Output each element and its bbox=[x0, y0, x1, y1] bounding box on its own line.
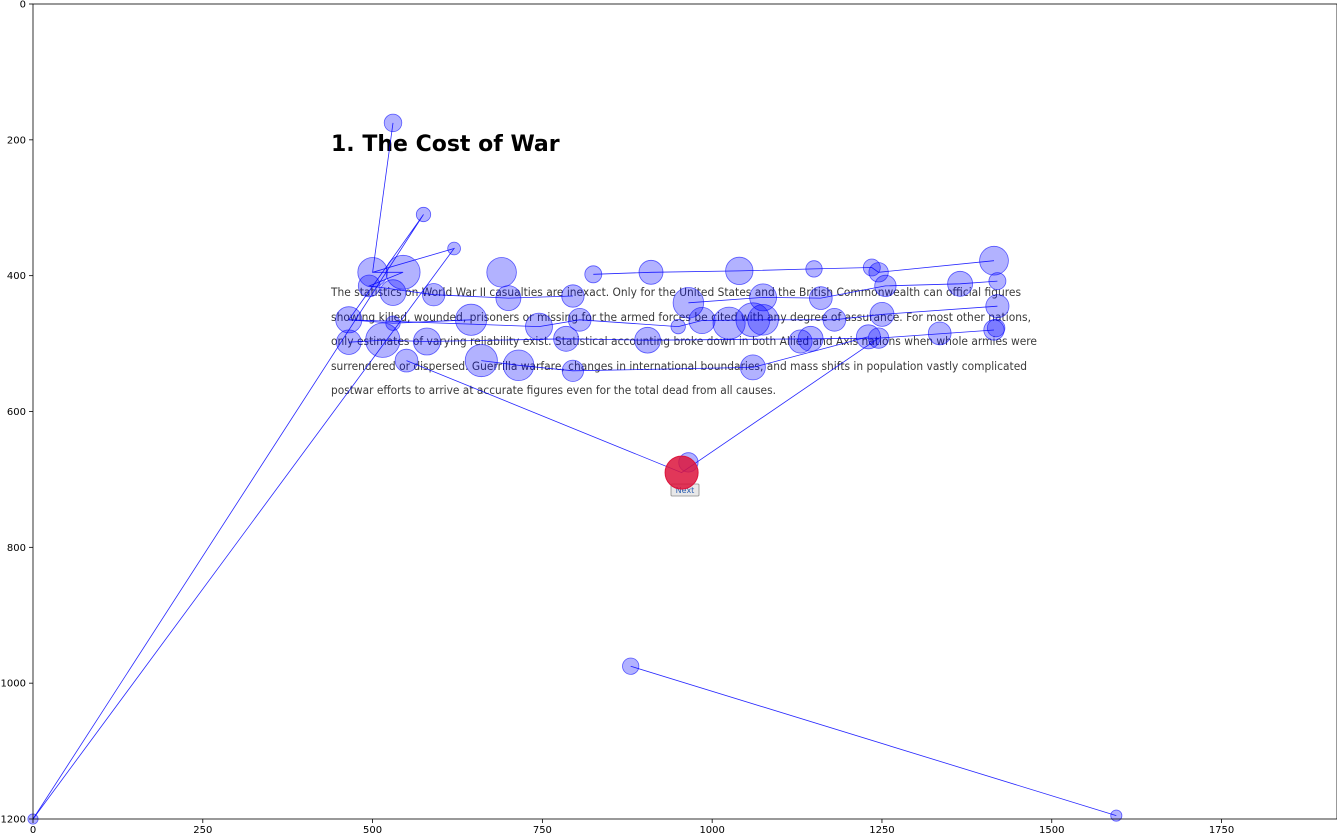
fixation-point bbox=[822, 307, 847, 332]
fixation-point bbox=[874, 274, 897, 297]
fixation-point bbox=[805, 260, 823, 278]
y-tick-label: 0 bbox=[20, 0, 26, 11]
paragraph-line-3: only estimates of varying reliability ex… bbox=[331, 334, 1037, 348]
fixation-point bbox=[788, 329, 813, 354]
fixation-point bbox=[584, 265, 603, 284]
x-tick-label: 1500 bbox=[1039, 825, 1064, 836]
fixation-point bbox=[947, 270, 973, 297]
saccade-path-9 bbox=[630, 665, 1117, 816]
y-tick-label: 600 bbox=[7, 407, 26, 418]
paragraph-line-5: postwar efforts to arrive at accurate fi… bbox=[331, 383, 776, 397]
fixation-point bbox=[867, 327, 890, 349]
fixation-point bbox=[486, 257, 517, 288]
fixation-point bbox=[464, 344, 498, 378]
saccade-path-5 bbox=[688, 280, 998, 304]
plot-area bbox=[33, 4, 1337, 819]
fixation-point bbox=[797, 325, 824, 352]
y-tick-label: 1200 bbox=[1, 815, 26, 826]
x-tick-label: 250 bbox=[193, 825, 212, 836]
fixation-point bbox=[1110, 809, 1123, 822]
fixation-point bbox=[740, 354, 766, 381]
fixation-point bbox=[357, 257, 388, 288]
x-tick-label: 500 bbox=[363, 825, 382, 836]
current-fixation-point bbox=[664, 455, 699, 490]
fixation-point bbox=[553, 325, 579, 352]
fixation-point bbox=[455, 303, 488, 336]
x-tick-label: 0 bbox=[30, 825, 36, 836]
fixation-point bbox=[985, 294, 1010, 319]
stimulus-page: 1. The Cost of War The statistics on Wor… bbox=[330, 132, 1037, 497]
x-tick-label: 1000 bbox=[699, 825, 724, 836]
fixation-point bbox=[495, 285, 522, 312]
paragraph-line-1: The statistics on World War II casualtie… bbox=[330, 285, 1021, 299]
fixation-point bbox=[712, 306, 746, 340]
fixation-point bbox=[670, 318, 686, 335]
fixation-point bbox=[422, 283, 446, 307]
fixation-point bbox=[988, 272, 1007, 291]
fixation-point bbox=[868, 262, 889, 283]
fixation-point bbox=[561, 359, 585, 382]
fixation-point bbox=[502, 349, 535, 382]
fixation-point bbox=[869, 301, 895, 327]
next-button-label: Next bbox=[676, 486, 695, 495]
paragraph-line-4: surrendered or dispersed. Guerrilla warf… bbox=[331, 359, 1027, 373]
fixation-point bbox=[808, 286, 833, 310]
fixation-point bbox=[412, 327, 441, 356]
fixation-point bbox=[379, 279, 407, 306]
fixation-point bbox=[622, 657, 640, 675]
fixation-point bbox=[335, 306, 363, 334]
fixation-point bbox=[927, 321, 952, 346]
y-tick-label: 400 bbox=[7, 271, 26, 282]
fixation-point bbox=[672, 287, 705, 319]
fixation-point bbox=[415, 206, 432, 223]
fixation-point bbox=[725, 256, 754, 285]
fixation-point bbox=[385, 254, 421, 290]
y-tick-label: 200 bbox=[7, 135, 26, 146]
fixation-point bbox=[447, 241, 461, 256]
fixation-point bbox=[357, 274, 381, 298]
stimulus-title: 1. The Cost of War bbox=[331, 132, 560, 157]
y-tick-label: 1000 bbox=[1, 679, 26, 690]
x-tick-label: 1750 bbox=[1209, 825, 1234, 836]
fixation-point bbox=[688, 306, 716, 334]
fixation-point bbox=[525, 312, 553, 341]
fixation-point bbox=[365, 322, 401, 358]
y-axis: 0 200 400 600 800 1000 1200 bbox=[1, 0, 33, 826]
saccade-path-8 bbox=[481, 336, 869, 372]
saccade-path-1 bbox=[32, 122, 573, 820]
saccade-path-6 bbox=[348, 329, 995, 343]
fixation-point bbox=[383, 113, 403, 133]
fixation-point bbox=[747, 304, 779, 336]
fixation-point bbox=[561, 284, 585, 308]
fixation-point bbox=[394, 348, 419, 373]
x-tick-label: 750 bbox=[533, 825, 552, 836]
fixation-points bbox=[27, 113, 1123, 825]
x-tick-label: 1250 bbox=[869, 825, 894, 836]
fixation-point bbox=[567, 307, 592, 332]
paragraph-line-2: showing killed, wounded, prisoners or mi… bbox=[331, 310, 1031, 324]
fixation-point bbox=[979, 245, 1009, 276]
x-axis: 0 250 500 750 1000 1250 1500 1750 bbox=[30, 819, 1234, 836]
fixation-point bbox=[986, 318, 1006, 338]
fixation-point bbox=[749, 283, 777, 312]
fixation-point bbox=[336, 329, 362, 355]
fixation-point bbox=[634, 326, 661, 354]
fixation-point bbox=[735, 302, 771, 338]
y-tick-label: 800 bbox=[7, 543, 26, 554]
fixation-point bbox=[638, 259, 664, 285]
